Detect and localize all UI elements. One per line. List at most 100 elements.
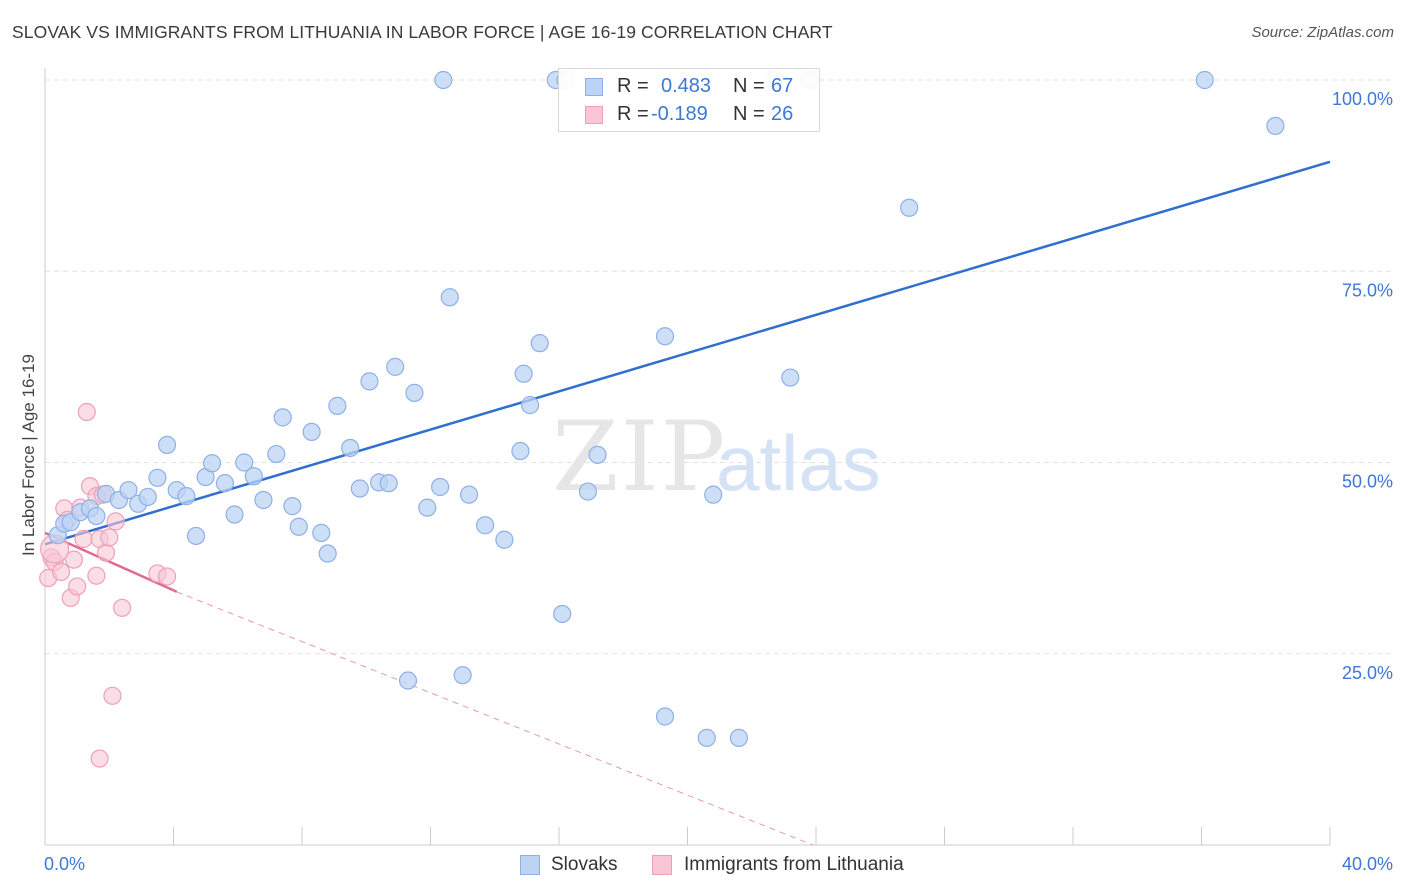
point-slovaks <box>655 707 675 726</box>
legend-r-label: R = <box>617 103 649 125</box>
point-lithuania <box>103 686 122 705</box>
tick-labels: 25.0% 50.0% 75.0% 100.0% 0.0% 40.0% <box>44 89 1393 874</box>
point-lithuania <box>112 598 132 617</box>
point-lithuania <box>51 562 71 581</box>
point-slovaks <box>405 383 424 402</box>
axes <box>44 68 1331 846</box>
point-slovaks <box>177 487 196 506</box>
series-legend: Slovaks Immigrants from Lithuania <box>0 851 1406 879</box>
chart-title: SLOVAK VS IMMIGRANTS FROM LITHUANIA IN L… <box>12 22 833 42</box>
point-lithuania <box>64 550 84 569</box>
point-slovaks <box>655 327 675 346</box>
point-lithuania <box>100 528 119 547</box>
y-tick-label: 25.0% <box>1342 663 1393 683</box>
y-tick-label: 100.0% <box>1332 89 1393 109</box>
point-slovaks <box>729 728 749 748</box>
point-slovaks <box>900 198 919 217</box>
source-credit: Source: ZipAtlas.com <box>1251 24 1394 41</box>
legend-swatch-slovaks <box>520 855 540 875</box>
point-slovaks <box>379 474 398 493</box>
point-slovaks <box>186 526 206 546</box>
legend-r-label: R = <box>617 75 649 97</box>
legend-row-slovaks: R = 0.483 N = 67 <box>559 72 819 100</box>
point-slovaks <box>1195 70 1214 90</box>
point-slovaks <box>697 728 716 748</box>
point-slovaks <box>138 487 157 507</box>
point-slovaks <box>312 523 331 542</box>
point-slovaks <box>215 474 234 493</box>
point-slovaks <box>302 422 321 441</box>
point-slovaks <box>704 485 723 504</box>
watermark-atlas: atlas <box>716 419 881 507</box>
watermark-zip: ZIP <box>552 401 727 513</box>
point-lithuania <box>68 577 87 596</box>
gridlines <box>45 79 1392 655</box>
point-slovaks <box>1266 116 1285 136</box>
point-slovaks <box>235 453 254 472</box>
point-slovaks <box>328 396 347 415</box>
legend-row-lithuania: R = -0.189 N = 26 <box>559 100 819 128</box>
point-slovaks <box>520 396 540 415</box>
point-slovaks <box>431 477 450 497</box>
point-slovaks <box>225 505 244 524</box>
y-axis-label: In Labor Force | Age 16-19 <box>19 354 38 556</box>
point-slovaks <box>453 666 472 685</box>
series-slovaks-points <box>48 70 1285 748</box>
point-slovaks <box>318 544 337 563</box>
point-slovaks <box>202 454 222 473</box>
point-slovaks <box>440 288 459 307</box>
point-slovaks <box>386 357 405 376</box>
legend-swatch-blue <box>585 78 603 96</box>
legend-n-label: N = <box>733 75 765 97</box>
point-slovaks <box>495 530 514 549</box>
point-slovaks <box>87 506 106 526</box>
legend-n-label: N = <box>733 103 765 125</box>
legend-swatch-pink <box>585 106 603 124</box>
point-slovaks <box>553 604 572 624</box>
point-slovaks <box>119 480 138 500</box>
point-slovaks <box>578 482 598 501</box>
point-slovaks <box>350 479 369 498</box>
point-slovaks <box>459 485 479 504</box>
legend-label-lithuania: Immigrants from Lithuania <box>684 854 904 875</box>
point-lithuania <box>157 567 177 586</box>
point-lithuania <box>96 543 116 562</box>
point-slovaks <box>418 498 437 517</box>
point-slovaks <box>244 467 263 486</box>
point-lithuania <box>87 566 106 585</box>
point-slovaks <box>273 408 292 427</box>
point-lithuania <box>74 529 93 549</box>
point-slovaks <box>511 441 530 461</box>
y-tick-label: 50.0% <box>1342 472 1393 492</box>
legend-n-value: 67 <box>771 75 794 97</box>
point-slovaks <box>434 70 453 90</box>
point-slovaks <box>514 364 533 383</box>
point-slovaks <box>781 368 800 387</box>
point-slovaks <box>283 497 302 516</box>
point-slovaks <box>157 435 177 455</box>
legend-swatch-lithuania <box>652 855 672 875</box>
point-slovaks <box>289 517 308 536</box>
legend-label-slovaks: Slovaks <box>551 854 618 875</box>
legend-n-value: 26 <box>771 103 794 125</box>
trend-line-lithuania-extension <box>176 591 813 846</box>
point-slovaks <box>588 445 607 464</box>
y-tick-label: 75.0% <box>1342 280 1393 300</box>
point-slovaks <box>254 490 273 510</box>
point-slovaks <box>148 468 167 487</box>
x-tick-label: 0.0% <box>44 854 85 874</box>
correlation-legend: R = 0.483 N = 67 R = -0.189 N = 26 <box>558 68 820 132</box>
point-slovaks <box>360 372 379 391</box>
point-lithuania <box>77 402 96 422</box>
point-lithuania <box>106 512 125 531</box>
x-tick-label: 40.0% <box>1342 854 1393 874</box>
point-slovaks <box>267 444 286 464</box>
point-lithuania <box>90 749 109 768</box>
legend-r-value: -0.189 <box>651 103 708 125</box>
point-slovaks <box>398 671 418 690</box>
point-slovaks <box>530 334 549 353</box>
point-slovaks <box>476 516 495 535</box>
point-slovaks <box>341 438 360 458</box>
series-lithuania-points <box>39 402 177 768</box>
